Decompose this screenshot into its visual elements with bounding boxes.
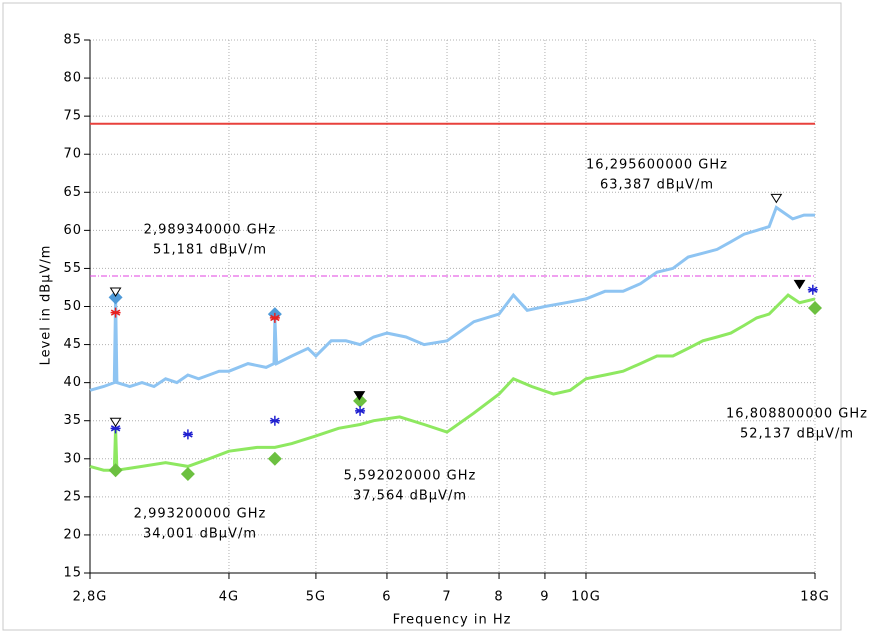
x-tick-label: 5G [306, 590, 326, 605]
marker-diamond [267, 451, 282, 466]
y-tick-label: 45 [63, 337, 82, 352]
trace [89, 293, 816, 472]
x-tick-label: 7 [442, 590, 451, 605]
frame [2, 2, 842, 631]
marker-triangle [109, 287, 122, 297]
y-tick-label: 20 [63, 527, 82, 542]
y-tick-label: 40 [63, 375, 82, 390]
x-tick-label: 10G [571, 590, 601, 605]
annotation: 34,001 dBµV/m [143, 527, 257, 542]
y-axis-label: Level in dBµV/m [39, 245, 54, 366]
marker-star [807, 284, 818, 295]
y-tick-label: 80 [63, 71, 82, 86]
y-tick-label: 75 [63, 109, 82, 124]
trace [89, 205, 815, 392]
marker-star [110, 423, 121, 434]
marker-diamond [108, 290, 123, 305]
y-tick-label: 25 [63, 489, 82, 504]
marker-triangle [109, 417, 122, 428]
y-tick-label: 55 [63, 261, 82, 276]
marker-star [182, 429, 193, 440]
y-tick-label: 30 [63, 451, 82, 466]
y-tick-label: 35 [63, 413, 82, 428]
x-tick-label: 18G [800, 590, 830, 605]
marker-diamond [808, 301, 822, 316]
x-axis-label: Frequency in Hz [393, 613, 512, 628]
y-tick-label: 15 [63, 566, 82, 581]
marker-triangle [353, 391, 366, 401]
x-tick-label: 6 [382, 590, 391, 605]
marker-star [110, 307, 121, 318]
marker-star [269, 415, 280, 426]
x-tick-label: 2,8G [73, 590, 108, 605]
annotation: 63,387 dBµV/m [600, 178, 714, 193]
annotation: 16,295600000 GHz [586, 158, 728, 173]
marker-star [269, 312, 280, 323]
x-tick-label: 4G [219, 590, 239, 605]
marker-diamond [180, 467, 195, 482]
y-tick-label: 65 [63, 185, 82, 200]
marker-diamond [108, 463, 123, 478]
marker-diamond [353, 393, 368, 408]
annotation: 5,592020000 GHz [344, 469, 477, 484]
y-tick-label: 85 [63, 33, 82, 48]
annotation: 37,564 dBµV/m [353, 489, 467, 504]
marker-triangle [793, 279, 806, 290]
annotation: 52,137 dBµV/m [740, 427, 854, 442]
annotation: 2,993200000 GHz [134, 507, 267, 522]
x-tick-label: 9 [540, 590, 549, 605]
annotation: 2,989340000 GHz [144, 223, 277, 238]
y-tick-label: 70 [63, 147, 82, 162]
annotation: 51,181 dBµV/m [153, 243, 267, 258]
marker-star [355, 405, 366, 416]
annotation: 16,808800000 GHz [726, 407, 868, 422]
y-tick-label: 50 [63, 299, 82, 314]
y-tick-label: 60 [63, 223, 82, 238]
x-tick-label: 8 [494, 590, 503, 605]
marker-triangle [770, 193, 783, 204]
